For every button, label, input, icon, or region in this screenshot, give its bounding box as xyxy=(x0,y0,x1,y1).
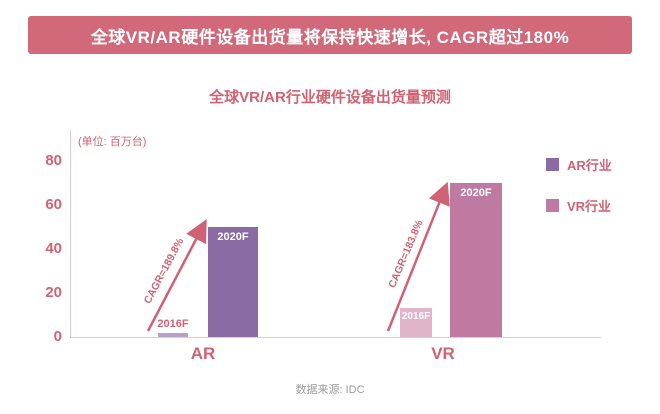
y-tick-80: 80 xyxy=(45,152,62,169)
bar-label-vr-2020f: 2020F xyxy=(460,187,492,199)
data-source-note: 数据来源: IDC xyxy=(295,384,365,396)
legend-label-vr: VR行业 xyxy=(567,199,612,214)
bar-label-vr-2016f: 2016F xyxy=(401,311,431,323)
legend: AR行业 VR行业 xyxy=(546,155,612,237)
legend-label-ar: AR行业 xyxy=(567,158,612,173)
vr-swatch-icon xyxy=(546,199,559,212)
bar-label-ar-2020f: 2020F xyxy=(217,231,249,243)
bar-ar-2020f: 2020F xyxy=(208,227,258,337)
chart-title: 全球VR/AR行业硬件设备出货量预测 xyxy=(209,89,451,106)
ar-swatch-icon xyxy=(546,158,559,171)
y-axis xyxy=(70,130,71,337)
bar-ar-2016f: 2016F xyxy=(157,318,189,337)
y-tick-0: 0 xyxy=(53,328,62,345)
bar-vr-2020f: 2020F xyxy=(450,183,502,337)
y-tick-20: 20 xyxy=(45,284,62,301)
bar-vr-2016f: 2016F xyxy=(400,308,432,337)
headline-text: 全球VR/AR硬件设备出货量将保持快速增长, CAGR超过180% xyxy=(90,27,570,47)
x-category-vr: VR xyxy=(431,344,455,363)
legend-item-vr: VR行业 xyxy=(546,196,612,215)
y-tick-40: 40 xyxy=(45,240,62,257)
headline-banner: 全球VR/AR硬件设备出货量将保持快速增长, CAGR超过180% xyxy=(28,16,632,54)
x-axis xyxy=(70,337,601,338)
unit-label: (单位: 百万台) xyxy=(78,136,147,148)
bar-label-ar-2016f: 2016F xyxy=(157,317,189,330)
y-tick-60: 60 xyxy=(45,196,62,213)
legend-item-ar: AR行业 xyxy=(546,155,612,174)
x-category-ar: AR xyxy=(190,344,216,363)
